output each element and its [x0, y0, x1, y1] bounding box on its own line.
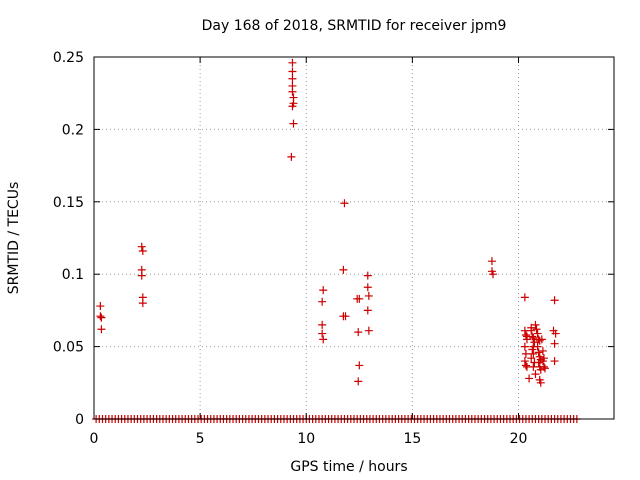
data-point [538, 357, 547, 366]
x-tick-label: 5 [196, 431, 205, 447]
data-point [550, 339, 559, 348]
data-point [96, 312, 105, 321]
data-point [289, 119, 298, 128]
data-point [529, 333, 538, 342]
data-point [520, 293, 529, 302]
data-point [521, 361, 530, 370]
y-tick-label: 0.1 [62, 267, 84, 283]
points-layer [92, 58, 581, 423]
data-point [355, 294, 364, 303]
data-point [341, 312, 350, 321]
data-point [288, 67, 297, 76]
data-point [288, 58, 297, 67]
data-point [531, 370, 540, 379]
data-point [527, 326, 536, 335]
data-point [318, 329, 327, 338]
data-point [520, 357, 529, 366]
plot-frame [93, 56, 615, 420]
y-tick-label: 0.25 [53, 50, 84, 66]
data-point [534, 348, 543, 357]
data-point [288, 102, 297, 111]
data-point [551, 329, 560, 338]
data-point [340, 199, 349, 208]
x-tick-label: 0 [90, 431, 99, 447]
y-tick-label: 0.2 [62, 122, 84, 138]
y-tick-label: 0.15 [53, 195, 84, 211]
data-point [363, 271, 372, 280]
data-point [538, 346, 547, 355]
data-point [364, 291, 373, 300]
x-tick-label: 15 [403, 431, 421, 447]
data-point [522, 335, 531, 344]
data-point [137, 271, 146, 280]
data-point [363, 306, 372, 315]
data-point [521, 331, 530, 340]
data-point [288, 87, 297, 96]
data-point [97, 325, 106, 334]
data-point [533, 329, 542, 338]
data-point [489, 270, 498, 279]
x-axis-label: GPS time / hours [290, 459, 407, 475]
data-point [97, 313, 106, 322]
data-point [137, 242, 146, 251]
y-tick-label: 0.05 [53, 340, 84, 356]
data-point [319, 286, 328, 295]
data-point [354, 377, 363, 386]
data-point [525, 374, 534, 383]
data-point [354, 328, 363, 337]
y-tick-label: 0 [75, 412, 84, 428]
data-point [319, 335, 328, 344]
data-point [537, 335, 546, 344]
data-point [96, 302, 105, 311]
x-tick-label: 10 [297, 431, 315, 447]
data-point [533, 342, 542, 351]
chart-title: Day 168 of 2018, SRMTID for receiver jpm… [202, 18, 507, 34]
data-point [287, 152, 296, 161]
data-point [550, 296, 559, 305]
data-point [539, 362, 548, 371]
data-point [527, 354, 536, 363]
data-point [318, 297, 327, 306]
ticks-layer: 0 5 10 15 20 0 0.05 0.1 0.15 0.2 0.25 [53, 50, 614, 447]
data-point [520, 342, 529, 351]
data-point [355, 361, 364, 370]
x-tick-label: 20 [510, 431, 528, 447]
data-point [536, 378, 545, 387]
data-point [521, 349, 530, 358]
data-point [534, 358, 543, 367]
data-point [528, 332, 537, 341]
data-point [529, 349, 538, 358]
data-point [528, 345, 537, 354]
data-point [530, 338, 539, 347]
data-point [318, 320, 327, 329]
data-point [531, 320, 540, 329]
y-axis-label: SRMTID / TECUs [6, 182, 22, 295]
data-point [138, 299, 147, 308]
data-point [339, 265, 348, 274]
data-point [288, 74, 297, 83]
data-point [541, 364, 550, 373]
data-point [138, 247, 147, 256]
data-point [364, 326, 373, 335]
data-point [363, 283, 372, 292]
data-point [487, 257, 496, 266]
data-point [550, 357, 559, 366]
data-point [532, 325, 541, 334]
grid-layer [94, 57, 614, 419]
